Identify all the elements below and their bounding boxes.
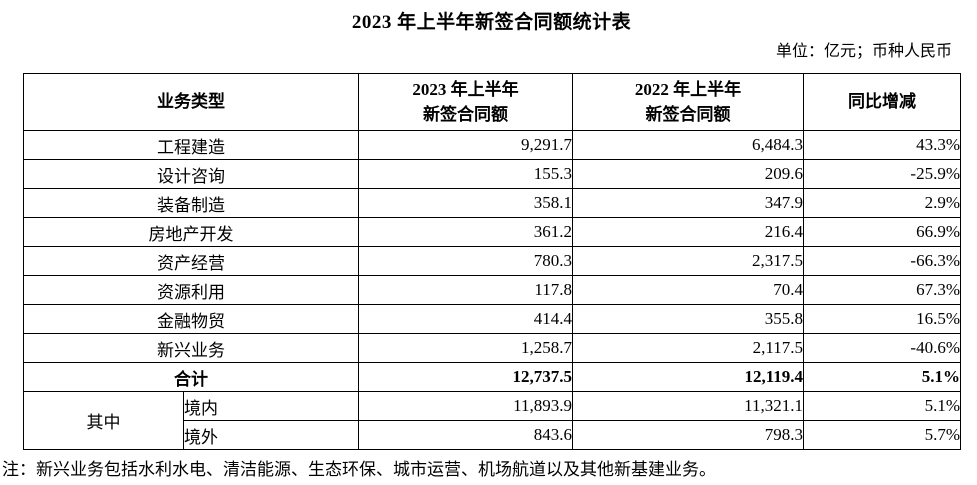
unit-note: 单位：亿元；币种人民币: [775, 43, 952, 60]
total-row: 合计 12,737.5 12,119.4 5.1%: [23, 362, 961, 392]
yoy-cell: 16.5%: [803, 304, 961, 334]
yoy-cell: 66.9%: [803, 217, 961, 247]
yoy-cell: -40.6%: [803, 333, 961, 363]
yoy-cell: 67.3%: [803, 275, 961, 305]
total-2023-cell: 12,737.5: [358, 362, 573, 392]
value-2022-cell: 209.6: [572, 159, 804, 189]
table-row-engineering: 工程建造 9,291.7 6,484.3 43.3%: [23, 130, 961, 160]
total-yoy-cell: 5.1%: [803, 362, 961, 392]
yoy-cell: 2.9%: [803, 188, 961, 218]
value-2023-cell: 358.1: [358, 188, 573, 218]
header-2023-line1: 2023 年上半年: [412, 79, 519, 99]
header-business-type: 业务类型: [23, 73, 359, 131]
value-2023-cell: 155.3: [358, 159, 573, 189]
total-2022-cell: 12,119.4: [572, 362, 804, 392]
yoy-cell: 43.3%: [803, 130, 961, 160]
category-cell: 装备制造: [23, 188, 359, 218]
value-2022-cell: 216.4: [572, 217, 804, 247]
table-body: 工程建造 9,291.7 6,484.3 43.3% 设计咨询 155.3 20…: [23, 130, 961, 450]
table-row-finance-trade: 金融物贸 414.4 355.8 16.5%: [23, 304, 961, 334]
value-2022-cell: 2,317.5: [572, 246, 804, 276]
category-cell: 设计咨询: [23, 159, 359, 189]
value-2022-cell: 70.4: [572, 275, 804, 305]
header-yoy-change: 同比增减: [803, 73, 961, 131]
table-row-overseas: 境外 843.6 798.3 5.7%: [24, 420, 961, 450]
domestic-2022-cell: 11,321.1: [572, 391, 804, 421]
header-2022-new-contracts: 2022 年上半年 新签合同额: [572, 73, 804, 131]
overseas-2023-cell: 843.6: [358, 420, 573, 450]
breakdown-group-cell: 其中: [23, 391, 184, 450]
table-header: 业务类型 2023 年上半年 新签合同额 2022 年上半年 新签合同额 同比增…: [23, 73, 961, 131]
header-2022-line1: 2022 年上半年: [634, 79, 742, 99]
table-row-asset-management: 资产经营 780.3 2,317.5 -66.3%: [23, 246, 961, 276]
table-row-equipment-manufacturing: 装备制造 358.1 347.9 2.9%: [23, 188, 961, 218]
category-cell: 新兴业务: [23, 333, 359, 363]
value-2023-cell: 361.2: [358, 217, 573, 247]
footnote: 注：新兴业务包括水利水电、清洁能源、生态环保、城市运营、机场航道以及其他新基建业…: [2, 460, 716, 479]
table-row-design-consulting: 设计咨询 155.3 209.6 -25.9%: [23, 159, 961, 189]
domestic-label-cell: 境内: [183, 391, 359, 421]
value-2023-cell: 117.8: [358, 275, 573, 305]
table-row-emerging-business: 新兴业务 1,258.7 2,117.5 -40.6%: [23, 333, 961, 363]
category-cell: 金融物贸: [23, 304, 359, 334]
table-row-resource-utilization: 资源利用 117.8 70.4 67.3%: [23, 275, 961, 305]
value-2022-cell: 6,484.3: [572, 130, 804, 160]
category-cell: 工程建造: [23, 130, 359, 160]
value-2023-cell: 9,291.7: [358, 130, 573, 160]
header-2023-new-contracts: 2023 年上半年 新签合同额: [358, 73, 573, 131]
page-title: 2023 年上半年新签合同额统计表: [351, 12, 632, 33]
header-2022-line2: 新签合同额: [645, 105, 731, 124]
yoy-cell: -66.3%: [803, 246, 961, 276]
value-2023-cell: 780.3: [358, 246, 573, 276]
header-2023-line2: 新签合同额: [423, 105, 508, 124]
category-cell: 资源利用: [23, 275, 359, 305]
domestic-yoy-cell: 5.1%: [803, 391, 961, 421]
header-row: 业务类型 2023 年上半年 新签合同额 2022 年上半年 新签合同额 同比增…: [23, 73, 961, 131]
value-2023-cell: 414.4: [358, 304, 573, 334]
table-row-domestic: 其中 境内 11,893.9 11,321.1 5.1%: [23, 391, 961, 450]
total-label-cell: 合计: [23, 362, 359, 392]
overseas-label-cell: 境外: [183, 420, 359, 450]
value-2022-cell: 355.8: [572, 304, 804, 334]
value-2022-cell: 347.9: [572, 188, 804, 218]
yoy-cell: -25.9%: [803, 159, 961, 189]
category-cell: 房地产开发: [23, 217, 359, 247]
value-2022-cell: 2,117.5: [572, 333, 804, 363]
domestic-2023-cell: 11,893.9: [358, 391, 573, 421]
overseas-yoy-cell: 5.7%: [803, 420, 961, 450]
category-cell: 资产经营: [23, 246, 359, 276]
overseas-2022-cell: 798.3: [572, 420, 804, 450]
table-row-real-estate: 房地产开发 361.2 216.4 66.9%: [23, 217, 961, 247]
contract-stats-table: 业务类型 2023 年上半年 新签合同额 2022 年上半年 新签合同额 同比增…: [23, 73, 961, 450]
value-2023-cell: 1,258.7: [358, 333, 573, 363]
